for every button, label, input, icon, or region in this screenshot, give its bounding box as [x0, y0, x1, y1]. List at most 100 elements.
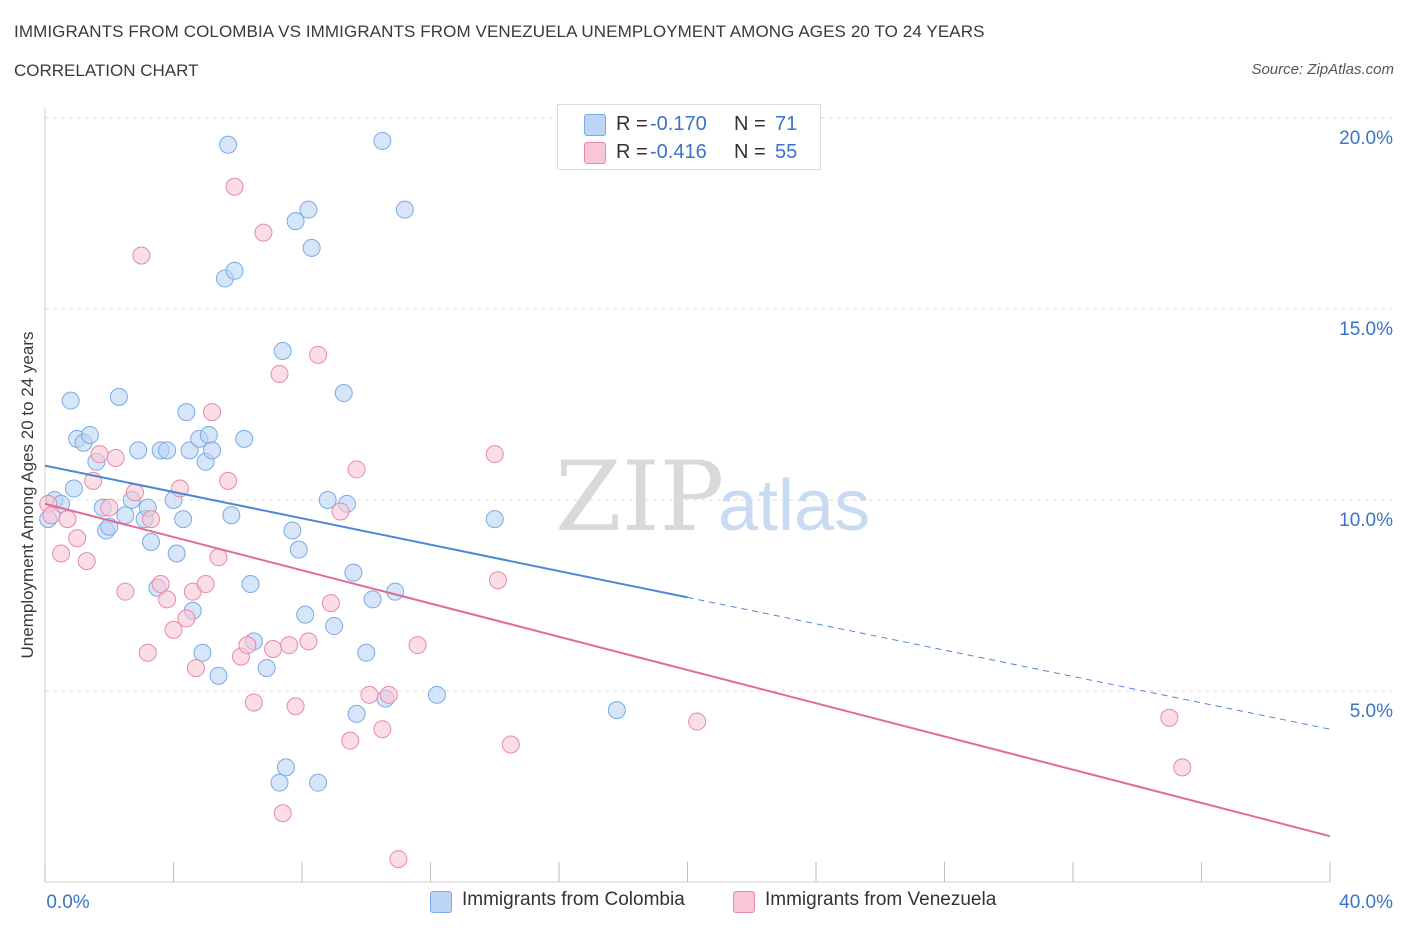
- legend-n-value-venezuela: 55: [775, 141, 798, 163]
- point-colombia: [180, 441, 199, 460]
- legend-r-value-venezuela: -0.416: [650, 141, 707, 163]
- point-colombia: [116, 506, 135, 525]
- point-colombia: [209, 666, 228, 685]
- point-venezuela: [138, 643, 157, 662]
- point-colombia: [427, 685, 446, 704]
- point-venezuela: [688, 712, 707, 731]
- legend-swatch-colombia: [584, 114, 606, 136]
- point-venezuela: [379, 685, 398, 704]
- point-venezuela: [219, 471, 238, 490]
- point-colombia: [129, 441, 148, 460]
- axes-layer: [44, 108, 1331, 883]
- point-venezuela: [238, 636, 257, 655]
- point-colombia: [286, 212, 305, 231]
- point-venezuela: [100, 498, 119, 517]
- watermark-zip: ZIP: [555, 441, 724, 553]
- legend-label-colombia: Immigrants from Colombia: [462, 889, 685, 910]
- point-colombia: [177, 403, 196, 422]
- point-venezuela: [309, 345, 328, 364]
- point-colombia: [344, 563, 363, 582]
- point-colombia: [296, 605, 315, 624]
- point-colombia: [193, 643, 212, 662]
- point-venezuela: [177, 609, 196, 628]
- point-colombia: [386, 582, 405, 601]
- point-colombia: [199, 426, 218, 445]
- point-colombia: [158, 441, 177, 460]
- point-colombia: [318, 491, 337, 509]
- point-colombia: [167, 544, 186, 563]
- point-venezuela: [280, 636, 299, 655]
- point-colombia: [395, 200, 414, 219]
- point-colombia: [334, 384, 353, 403]
- point-venezuela: [186, 659, 205, 678]
- point-venezuela: [286, 697, 305, 716]
- point-colombia: [203, 441, 222, 460]
- legend-r-label: R =: [616, 141, 648, 163]
- legend-r-label: R =: [616, 113, 648, 135]
- point-colombia: [61, 391, 80, 410]
- point-venezuela: [270, 364, 289, 383]
- point-colombia: [222, 506, 241, 525]
- point-colombia: [302, 238, 321, 257]
- point-venezuela: [116, 582, 135, 601]
- point-colombia: [485, 510, 504, 529]
- legend-swatch-colombia: [430, 891, 452, 913]
- point-venezuela: [90, 445, 109, 464]
- point-venezuela: [164, 620, 183, 639]
- point-colombia: [257, 659, 276, 678]
- point-colombia: [347, 704, 366, 723]
- point-venezuela: [42, 506, 61, 525]
- point-colombia: [142, 533, 161, 552]
- point-colombia: [273, 342, 292, 361]
- legend-n-label: N =: [734, 113, 766, 135]
- point-venezuela: [273, 804, 292, 823]
- point-colombia: [289, 540, 308, 559]
- point-venezuela: [158, 590, 177, 609]
- point-venezuela: [106, 448, 125, 467]
- point-venezuela: [68, 529, 87, 548]
- point-colombia: [235, 429, 254, 448]
- trendline-colombia: [44, 464, 688, 599]
- point-venezuela: [125, 483, 144, 502]
- point-colombia: [174, 510, 193, 529]
- point-colombia: [309, 773, 328, 792]
- tick-label-layer: 5.0% 10.0% 15.0% 20.0% 0.0% 40.0%: [46, 128, 1393, 913]
- x-tick-label: 40.0%: [1339, 892, 1393, 913]
- legend-swatch-venezuela: [733, 891, 755, 913]
- point-venezuela: [501, 735, 520, 754]
- source-credit: Source: ZipAtlas.com: [1251, 61, 1394, 78]
- point-venezuela: [488, 571, 507, 590]
- y-tick-label: 5.0%: [1350, 701, 1393, 722]
- point-venezuela: [485, 445, 504, 464]
- point-colombia: [363, 590, 382, 609]
- points-layer: [39, 131, 1192, 869]
- legend-n-value-colombia: 71: [775, 113, 798, 135]
- point-venezuela: [254, 223, 273, 242]
- correlation-legend: R = -0.170 N = 71 R = -0.416 N = 55: [557, 104, 821, 170]
- y-tick-label: 20.0%: [1339, 128, 1393, 149]
- point-colombia: [80, 426, 99, 445]
- point-venezuela: [299, 632, 318, 651]
- point-venezuela: [408, 636, 427, 655]
- y-tick-label: 15.0%: [1339, 319, 1393, 340]
- point-venezuela: [209, 548, 228, 567]
- watermark-atlas: atlas: [718, 466, 870, 546]
- point-colombia: [357, 643, 376, 662]
- legend-r-value-colombia: -0.170: [650, 113, 707, 135]
- point-colombia: [607, 701, 626, 720]
- point-colombia: [373, 131, 392, 150]
- point-colombia: [241, 575, 260, 594]
- point-venezuela: [196, 575, 215, 594]
- point-venezuela: [264, 639, 283, 658]
- legend-n-label: N =: [734, 141, 766, 163]
- point-venezuela: [1173, 758, 1192, 777]
- x-tick-label: 0.0%: [46, 892, 89, 913]
- legend-label-venezuela: Immigrants from Venezuela: [765, 889, 997, 910]
- point-venezuela: [1160, 708, 1179, 727]
- grid-layer: [45, 117, 1392, 692]
- point-venezuela: [58, 510, 77, 529]
- point-venezuela: [225, 177, 244, 196]
- legend-swatch-venezuela: [584, 142, 606, 164]
- point-colombia: [225, 261, 244, 280]
